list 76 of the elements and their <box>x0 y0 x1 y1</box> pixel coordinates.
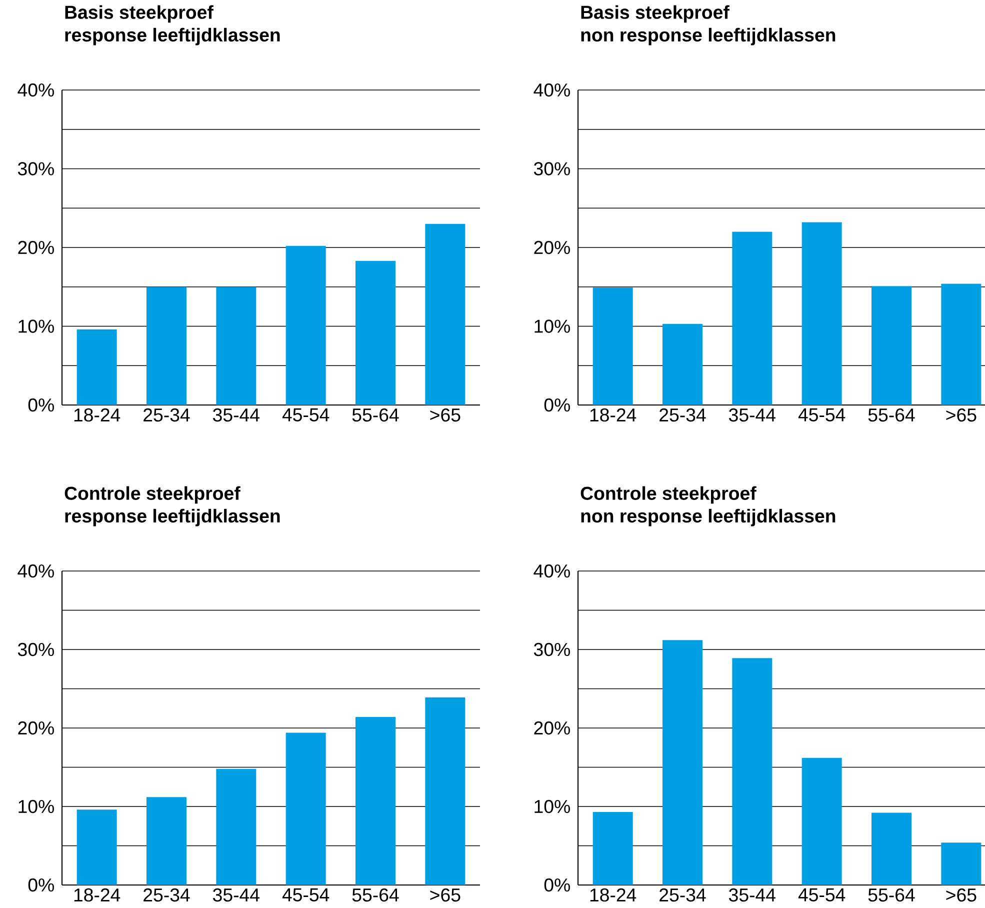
x-tick-label: 35-44 <box>213 888 260 902</box>
bar <box>732 232 772 405</box>
x-tick-label: >65 <box>430 408 460 422</box>
bar <box>941 284 982 405</box>
y-tick-label: 20% <box>18 721 54 735</box>
x-tick-label: 55-64 <box>868 888 915 902</box>
bar <box>146 286 186 405</box>
chart-subtitle: response leeftijdklassen <box>65 508 280 526</box>
bar <box>76 329 117 405</box>
bar <box>76 810 117 885</box>
bar <box>872 812 912 885</box>
bar <box>802 222 842 405</box>
y-tick-label: 40% <box>18 83 54 97</box>
x-tick-label: 25-34 <box>144 888 190 902</box>
y-tick-label: 10% <box>534 800 570 814</box>
chart-subtitle: non response leeftijdklassen <box>581 508 836 526</box>
x-tick-label: 35-44 <box>213 408 260 422</box>
x-tick-label: 35-44 <box>729 888 776 902</box>
y-tick-label: 40% <box>18 564 54 578</box>
bar <box>662 640 703 885</box>
bar <box>286 246 326 405</box>
y-tick-label: 0% <box>28 878 54 892</box>
y-tick-label: 30% <box>18 642 54 656</box>
x-tick-label: 45-54 <box>282 888 330 902</box>
y-tick-label: 0% <box>544 878 570 892</box>
bar <box>216 768 256 885</box>
x-tick-label: 35-44 <box>729 408 776 422</box>
bar <box>216 286 256 405</box>
chart-title: Controle steekproef <box>64 486 240 504</box>
y-tick-label: 40% <box>534 83 570 97</box>
x-tick-label: 55-64 <box>352 888 399 902</box>
x-tick-label: 18-24 <box>74 888 120 902</box>
chart-subtitle: non response leeftijdklassen <box>581 28 836 46</box>
y-tick-label: 20% <box>534 240 570 254</box>
y-tick-label: 30% <box>18 162 54 176</box>
x-tick-label: 55-64 <box>352 408 399 422</box>
y-tick-label: 20% <box>18 240 54 254</box>
y-tick-label: 10% <box>18 320 54 333</box>
x-tick-label: 18-24 <box>590 408 636 422</box>
bar <box>356 717 396 885</box>
y-tick-label: 40% <box>534 564 570 578</box>
x-tick-label: 18-24 <box>74 408 120 422</box>
x-tick-label: >65 <box>430 888 460 902</box>
x-tick-label: 25-34 <box>660 408 706 422</box>
y-tick-label: 0% <box>544 398 570 412</box>
x-tick-label: >65 <box>946 888 976 902</box>
y-tick-label: 0% <box>28 398 54 412</box>
x-tick-label: 45-54 <box>798 408 846 422</box>
chart-title: Basis steekproef <box>581 5 730 23</box>
bar <box>146 797 186 885</box>
chart-title: Controle steekproef <box>580 486 756 504</box>
bar <box>592 288 633 405</box>
y-tick-label: 10% <box>534 320 570 333</box>
bar <box>425 697 466 885</box>
y-tick-label: 30% <box>534 162 570 176</box>
bar <box>356 260 396 405</box>
bar <box>286 732 326 885</box>
x-tick-label: 25-34 <box>660 888 706 902</box>
y-tick-label: 10% <box>18 800 54 814</box>
chart-title: Basis steekproef <box>65 5 214 23</box>
chart-subtitle: response leeftijdklassen <box>65 28 280 46</box>
x-tick-label: 45-54 <box>798 888 846 902</box>
bar <box>592 812 633 885</box>
bar <box>662 324 703 405</box>
bar <box>732 658 772 885</box>
x-tick-label: 45-54 <box>282 408 330 422</box>
x-tick-label: 55-64 <box>868 408 915 422</box>
y-tick-label: 20% <box>534 721 570 735</box>
x-tick-label: 18-24 <box>590 888 636 902</box>
bar <box>802 758 842 885</box>
bar <box>872 286 912 405</box>
x-tick-label: 25-34 <box>144 408 190 422</box>
bar <box>941 842 982 885</box>
x-tick-label: >65 <box>946 408 976 422</box>
bar <box>425 224 466 405</box>
y-tick-label: 30% <box>534 642 570 656</box>
